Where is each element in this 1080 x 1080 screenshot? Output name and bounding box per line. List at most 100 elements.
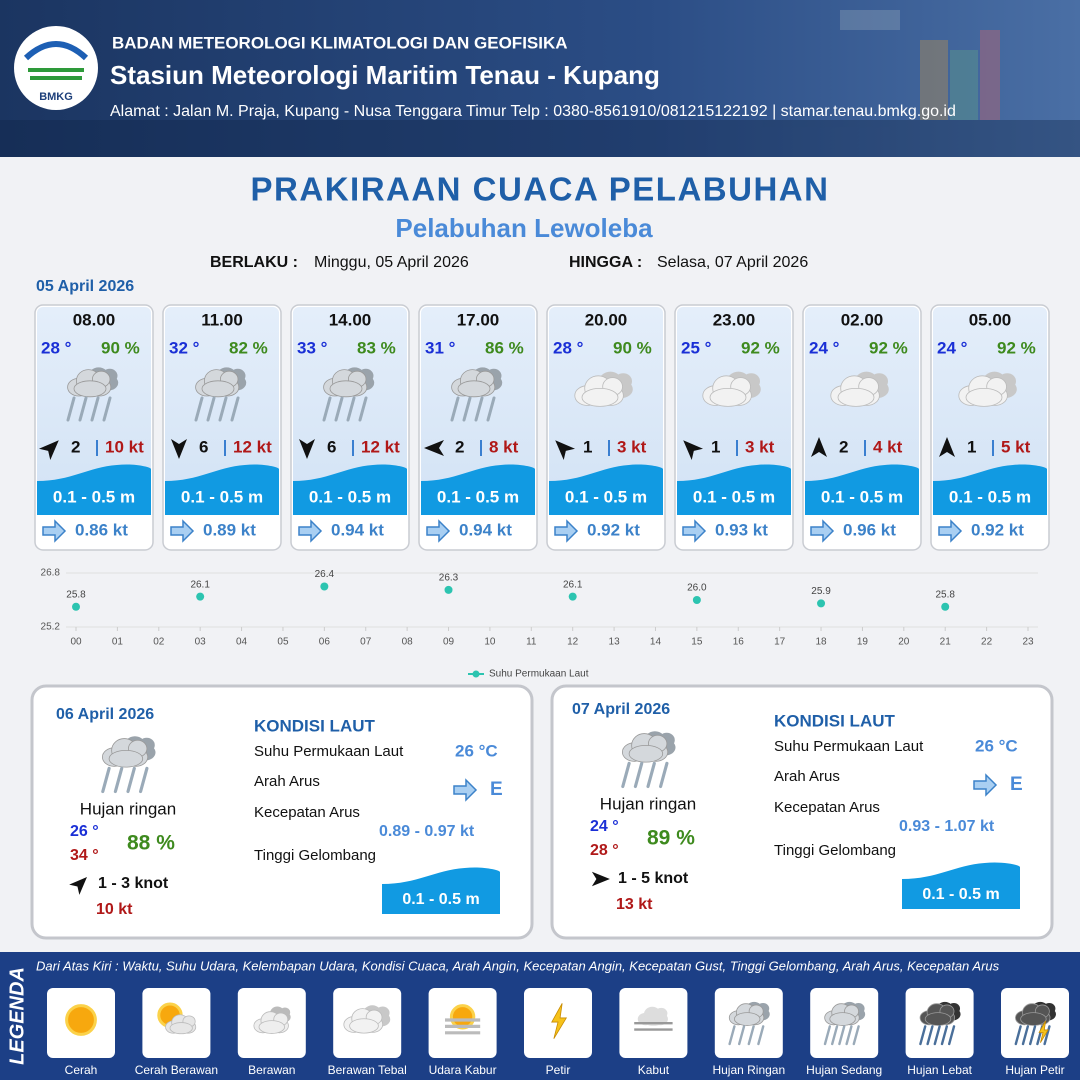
current-dir-label: Arah Arus bbox=[774, 768, 840, 785]
forecast-humidity: 92 % bbox=[869, 338, 908, 357]
forecast-card-top bbox=[677, 307, 791, 507]
day-date: 07 April 2026 bbox=[572, 701, 670, 718]
y-tick-label: 25.2 bbox=[41, 622, 61, 633]
wind-arrow bbox=[683, 440, 704, 461]
rain-drop bbox=[852, 1025, 860, 1046]
rain-drop bbox=[757, 1025, 765, 1046]
forecast-humidity: 86 % bbox=[485, 338, 524, 357]
cloud-part bbox=[709, 387, 747, 407]
current-arrow bbox=[298, 519, 323, 543]
wave-band bbox=[549, 464, 663, 515]
sst-point bbox=[817, 599, 826, 608]
cloud-part bbox=[965, 387, 1003, 407]
forecast-temp: 32 ° bbox=[169, 338, 200, 357]
sst-point bbox=[72, 602, 80, 611]
x-tick-label: 16 bbox=[733, 637, 745, 648]
wind-arrow bbox=[591, 871, 610, 887]
x-tick-label: 18 bbox=[815, 637, 827, 648]
x-tick-label: 23 bbox=[1022, 637, 1034, 648]
wind-arrow bbox=[939, 437, 955, 457]
cloud-part bbox=[837, 387, 875, 407]
logo-text: BMKG bbox=[39, 91, 73, 103]
forecast-humidity: 83 % bbox=[357, 338, 396, 357]
rain-drop bbox=[230, 396, 240, 422]
forecast-gust: 3 kt bbox=[617, 437, 647, 456]
header-background bbox=[0, 0, 1080, 157]
legend-item-label: Hujan Ringan bbox=[712, 1063, 785, 1077]
x-tick-label: 09 bbox=[443, 637, 455, 648]
day1-date: 05 April 2026 bbox=[36, 278, 134, 295]
forecast-humidity: 82 % bbox=[229, 338, 268, 357]
rain-drop bbox=[940, 1025, 948, 1046]
weather-icon bbox=[445, 1004, 481, 1035]
weather-icon bbox=[574, 371, 633, 407]
rain-drop bbox=[194, 396, 204, 422]
data-label: 26.1 bbox=[563, 579, 583, 590]
forecast-gust: 5 kt bbox=[1001, 437, 1031, 456]
weather-icon bbox=[253, 1006, 291, 1034]
rain-drop bbox=[486, 396, 496, 422]
forecast-wind: 2 bbox=[71, 437, 80, 456]
forecast-card-top bbox=[805, 307, 919, 507]
rain-drop bbox=[948, 1025, 956, 1046]
current-arrow bbox=[554, 519, 579, 543]
day-temp-min: 26 ° bbox=[70, 823, 99, 840]
forecast-gust: 3 kt bbox=[745, 437, 775, 456]
day-wave-band bbox=[902, 862, 1020, 909]
forecast-time: 14.00 bbox=[329, 310, 372, 329]
sst-point bbox=[444, 585, 453, 594]
forecast-humidity: 92 % bbox=[997, 338, 1036, 357]
rain-drop bbox=[659, 761, 669, 789]
x-tick-label: 12 bbox=[567, 637, 579, 648]
wave-band bbox=[933, 464, 1047, 515]
data-label: 26.1 bbox=[190, 579, 210, 590]
x-tick-label: 07 bbox=[360, 637, 372, 648]
data-label: 25.9 bbox=[811, 586, 831, 597]
forecast-wave: 0.1 - 0.5 m bbox=[181, 487, 263, 506]
sst-value: 26 °C bbox=[975, 736, 1018, 755]
validity-to: Selasa, 07 April 2026 bbox=[657, 254, 808, 271]
forecast-current: 0.89 kt bbox=[203, 520, 256, 539]
weather-icon bbox=[65, 1004, 97, 1036]
x-tick-label: 13 bbox=[609, 637, 621, 648]
sun bbox=[65, 1004, 97, 1036]
day-date: 06 April 2026 bbox=[56, 706, 154, 723]
validity-from-label: BERLAKU : bbox=[210, 254, 298, 271]
data-label: 25.8 bbox=[66, 589, 86, 600]
rain-drop bbox=[747, 1025, 755, 1046]
forecast-wave: 0.1 - 0.5 m bbox=[309, 487, 391, 506]
legend-item-label: Cerah bbox=[65, 1063, 98, 1077]
current-arrow bbox=[170, 519, 195, 543]
wave-band bbox=[805, 464, 919, 515]
sst-label: Suhu Permukaan Laut bbox=[254, 743, 404, 760]
rain-drop bbox=[322, 396, 332, 422]
legend-item-label: Kabut bbox=[638, 1063, 670, 1077]
wind-arrow bbox=[38, 440, 59, 461]
day-temp-min: 24 ° bbox=[590, 818, 619, 835]
rain-drop bbox=[101, 766, 111, 794]
validity-to-label: HINGGA : bbox=[569, 254, 642, 271]
current-arrow bbox=[810, 519, 835, 543]
y-tick-label: 26.8 bbox=[41, 568, 61, 579]
cloud-part bbox=[1020, 1012, 1047, 1026]
x-tick-label: 11 bbox=[526, 637, 537, 648]
day-condition: Hujan ringan bbox=[600, 794, 696, 813]
day-panel bbox=[30, 684, 534, 940]
current-arrow bbox=[973, 773, 998, 797]
forecast-card-top bbox=[549, 307, 663, 507]
x-tick-label: 00 bbox=[70, 637, 82, 648]
weather-icon bbox=[621, 731, 676, 789]
current-arrow bbox=[938, 519, 963, 543]
forecast-humidity: 90 % bbox=[101, 338, 140, 357]
day-humidity: 88 % bbox=[127, 832, 175, 855]
legend-item-label: Udara Kabur bbox=[429, 1063, 497, 1077]
forecast-wind: 6 bbox=[199, 437, 208, 456]
weather-icon bbox=[322, 367, 375, 422]
lightning bbox=[1038, 1020, 1049, 1043]
rain-drop bbox=[358, 396, 368, 422]
current-dir-label: Arah Arus bbox=[254, 773, 320, 790]
title: PRAKIRAAN CUACA PELABUHAN bbox=[251, 171, 830, 208]
forecast-wind: 1 bbox=[583, 437, 592, 456]
